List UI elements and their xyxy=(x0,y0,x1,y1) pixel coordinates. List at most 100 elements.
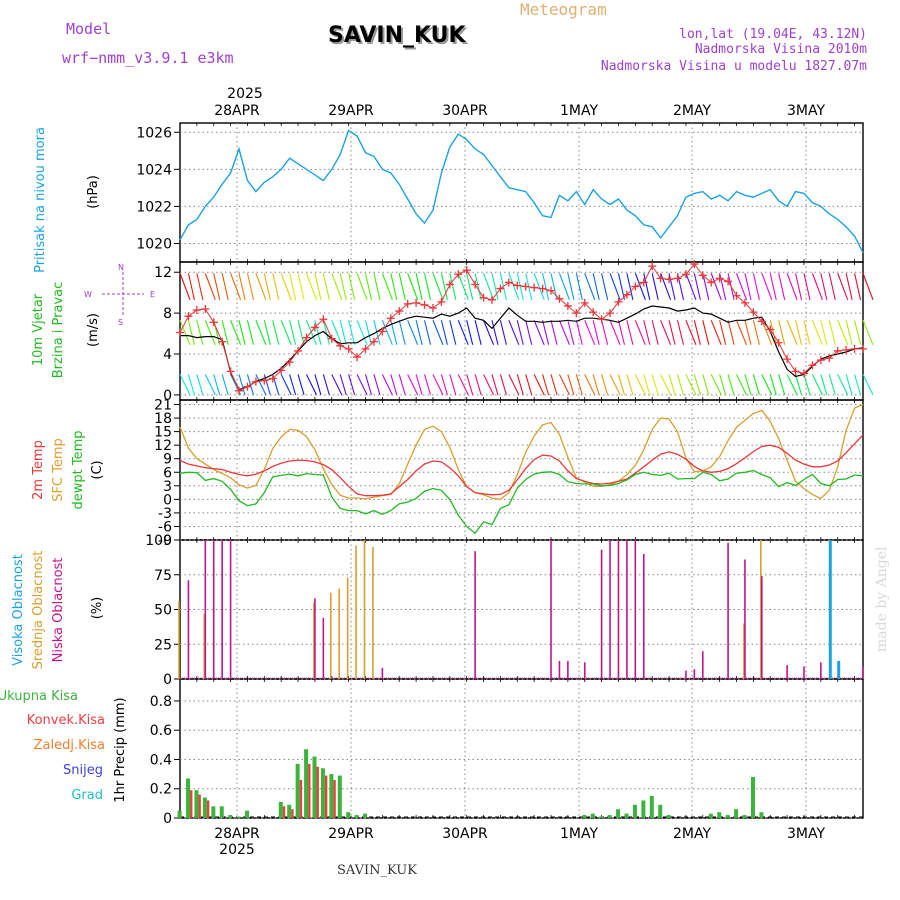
mid-cloud-bar xyxy=(760,540,762,679)
wind-speed-marker xyxy=(176,328,184,337)
low-cloud-bar xyxy=(474,551,476,679)
low-cloud-bar xyxy=(820,662,822,679)
day-label-bottom: 28APR xyxy=(214,826,260,842)
wind-barb xyxy=(466,320,474,345)
wind-barb xyxy=(440,374,448,396)
wind-barb xyxy=(550,320,558,345)
wind-barb xyxy=(845,273,853,300)
y-tick-label: 0 xyxy=(163,492,172,508)
wind-barb xyxy=(744,320,752,345)
wind-barb xyxy=(348,273,356,300)
wind-speed-marker xyxy=(715,274,724,283)
panel-frame-4 xyxy=(179,678,864,819)
wind-barb xyxy=(837,374,849,396)
wind-barb xyxy=(643,374,651,396)
wind-barb xyxy=(702,374,710,396)
wind-barb xyxy=(381,374,393,396)
wind-speed-marker xyxy=(378,327,387,336)
day-label-top: 28APR xyxy=(214,103,260,119)
wind-barb xyxy=(601,374,609,396)
y-tick-label: 12 xyxy=(154,438,172,454)
wind-barb xyxy=(651,273,659,300)
wind-barb xyxy=(398,320,406,345)
wind-barb xyxy=(230,320,242,346)
wind-barb xyxy=(803,374,811,396)
wind-barb xyxy=(634,320,646,346)
wind-barb xyxy=(280,320,292,346)
wind-barb xyxy=(769,273,777,300)
wind-barb xyxy=(828,273,836,300)
precip-total-bar xyxy=(750,777,755,818)
wind-barb xyxy=(668,273,676,300)
wind-barb xyxy=(415,273,423,300)
low-cloud-bar xyxy=(187,580,190,679)
precip-total-bar xyxy=(363,813,368,818)
wind-mean-line xyxy=(180,305,864,391)
precip-total-bar xyxy=(734,809,739,818)
precip-conv-bar xyxy=(206,800,210,818)
mid-cloud-bar xyxy=(355,545,357,679)
wind-speed-marker xyxy=(226,367,235,376)
low-cloud-bar xyxy=(862,666,864,679)
day-label-top: 2MAY xyxy=(673,103,711,119)
wind-barb xyxy=(196,273,204,300)
wind-barb xyxy=(432,320,444,346)
wind-barb xyxy=(778,273,786,300)
wind-barb xyxy=(407,320,419,346)
temp-2m-line xyxy=(179,434,864,497)
low-cloud-bar xyxy=(212,540,215,679)
precip-total-bar xyxy=(219,806,224,818)
wind-barb xyxy=(415,374,423,396)
wind-barb xyxy=(314,374,322,396)
wind-barb xyxy=(297,320,305,345)
wind-barb xyxy=(246,273,254,300)
wind-barb xyxy=(558,273,570,301)
mid-cloud-bar xyxy=(372,546,374,679)
low-cloud-bar xyxy=(322,617,325,679)
wind-barb xyxy=(837,320,849,346)
wind-barb xyxy=(533,374,545,396)
wind-barb xyxy=(356,374,368,396)
wind-barb xyxy=(213,273,221,300)
wind-barb xyxy=(634,374,646,396)
wind-barb xyxy=(719,374,727,396)
wind-barb xyxy=(457,273,469,301)
wind-barb xyxy=(331,273,343,301)
chart-marks xyxy=(176,129,874,818)
wind-barb xyxy=(364,273,373,300)
y-tick-label: 0 xyxy=(163,672,172,688)
low-cloud-bar xyxy=(761,576,763,679)
wind-speed-marker xyxy=(673,274,682,283)
mid-cloud-bar xyxy=(346,577,349,679)
wind-barb xyxy=(432,374,444,396)
coords-text: lon,lat (19.04E, 43.12N) xyxy=(679,27,867,42)
wind-barb xyxy=(381,320,393,346)
low-cloud-bar xyxy=(744,559,746,679)
precip-total-bar xyxy=(312,756,317,818)
wind-speed-marker xyxy=(648,262,657,271)
cloud-unit: (%) xyxy=(90,597,105,620)
wind-barb xyxy=(390,374,398,396)
precip-conv-bar xyxy=(316,766,319,818)
wind-barb xyxy=(204,320,216,346)
panel-frames xyxy=(179,122,864,819)
wind-speed-marker xyxy=(192,306,201,315)
wind-speed-marker xyxy=(799,369,808,378)
wind-speed-marker xyxy=(268,374,277,383)
wind-barb xyxy=(457,320,469,346)
wind-speed-marker xyxy=(825,354,834,363)
precip-total-bar xyxy=(304,749,309,818)
precip-total-bar xyxy=(194,790,199,818)
wind-speed-marker xyxy=(597,315,606,324)
wind-barb xyxy=(339,320,347,345)
sfc-temp-line xyxy=(179,403,864,501)
wind-speed-marker xyxy=(471,280,480,289)
precip-total-bar xyxy=(599,816,604,818)
wind-barb xyxy=(550,374,558,396)
wind-barb xyxy=(693,374,701,396)
precip-total-bar xyxy=(742,815,747,818)
low-cloud-bar xyxy=(204,540,207,679)
wind-speed-marker xyxy=(766,325,775,334)
low-cloud-bar xyxy=(685,670,687,679)
